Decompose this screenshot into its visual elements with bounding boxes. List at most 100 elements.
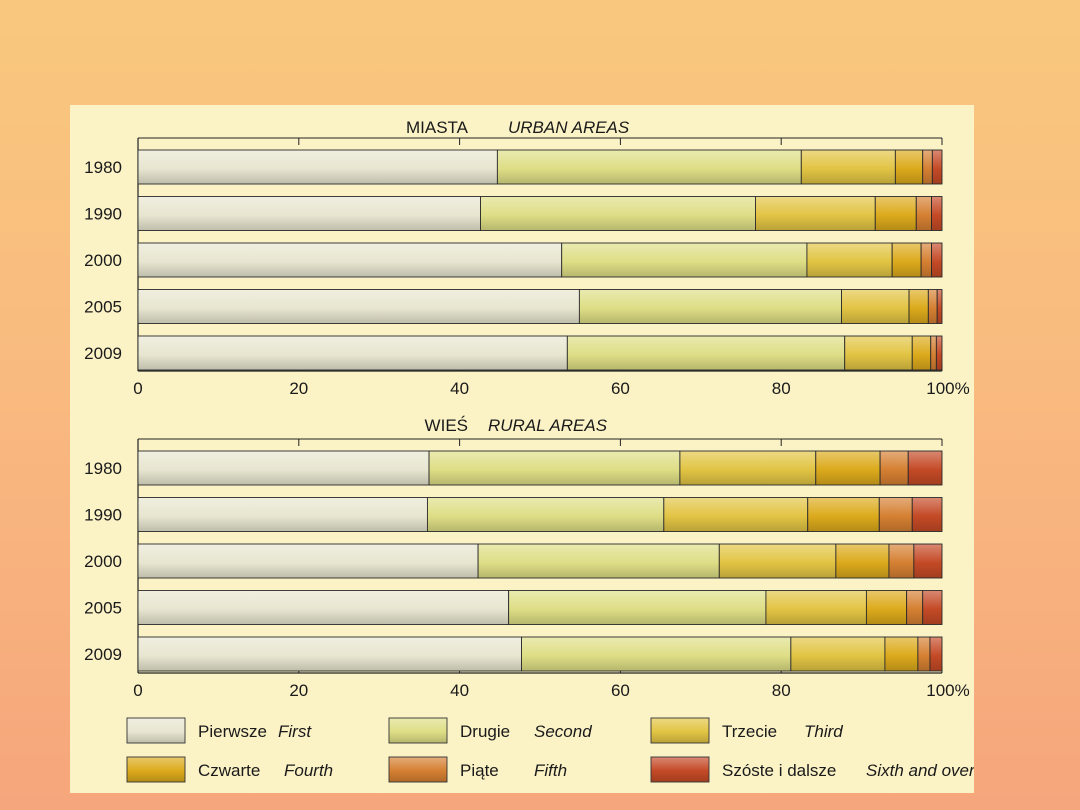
bar-segment-third	[841, 289, 910, 324]
bar-segment-fifth	[930, 335, 937, 371]
bar-segment-fourth	[874, 196, 917, 231]
bar-segment-sixth-and-over	[922, 590, 943, 625]
legend-label-pl: Trzecie	[722, 722, 777, 741]
bar-segment-third	[755, 196, 876, 231]
legend-label-en: Fifth	[534, 761, 567, 780]
legend-swatch-third	[650, 717, 710, 744]
bar-segment-third	[844, 335, 913, 371]
bar-segment-fourth	[815, 450, 881, 486]
bar-segment-third	[718, 543, 837, 579]
x-tick-label: 0	[133, 379, 142, 398]
bar-segment-fifth	[906, 590, 924, 625]
bar-segment-fourth	[807, 497, 880, 532]
bar-segment-second	[578, 289, 842, 324]
bar-segment-first	[137, 543, 479, 579]
bar-segment-sixth-and-over	[931, 149, 943, 185]
bar-segment-fifth	[917, 636, 931, 672]
bar-segment-sixth-and-over	[911, 497, 943, 532]
bar-segment-first	[137, 590, 510, 625]
legend-label-pl: Piąte	[460, 761, 499, 780]
bar-segment-third	[663, 497, 809, 532]
chart-panel: MIASTA URBAN AREAS 0 20 40 60 80 100% 1980 1990…	[70, 105, 974, 793]
chart-title-pl: MIASTA	[406, 118, 469, 137]
category-label: 2000	[84, 552, 122, 571]
bar-segment-second	[561, 242, 808, 278]
legend-label-en: First	[278, 722, 312, 741]
bar-segment-third	[800, 149, 896, 185]
category-label: 1980	[84, 158, 122, 177]
rural-areas-chart: WIEŚ RURAL AREAS 0 20 40 60 80 100% 1980 1990 20…	[84, 416, 970, 700]
legend-swatch-second	[388, 717, 448, 744]
legend-swatch-fourth	[126, 756, 186, 783]
legend-swatch-sixth-and-over	[650, 756, 710, 783]
chart-title-en: URBAN AREAS	[508, 118, 630, 137]
bar-segment-first	[137, 497, 428, 532]
bar-segment-first	[137, 149, 498, 185]
category-label: 2009	[84, 645, 122, 664]
bar-segment-fourth	[911, 335, 932, 371]
bar-segment-first	[137, 242, 563, 278]
bar-segment-fifth	[888, 543, 915, 579]
category-label: 2000	[84, 251, 122, 270]
bar-segment-sixth-and-over	[936, 289, 943, 324]
bar-segment-fifth	[927, 289, 938, 324]
category-label: 2009	[84, 344, 122, 363]
legend-label-pl: Czwarte	[198, 761, 260, 780]
bar-segment-fifth	[920, 242, 932, 278]
legend-label-pl: Drugie	[460, 722, 510, 741]
bar-segment-fourth	[894, 149, 924, 185]
category-label: 1980	[84, 459, 122, 478]
legend-swatch-fifth	[388, 756, 448, 783]
bar-segment-first	[137, 196, 481, 231]
x-tick-label: 100%	[926, 379, 969, 398]
bar-segment-fourth	[891, 242, 922, 278]
bar-segment-third	[806, 242, 893, 278]
bar-segment-second	[496, 149, 802, 185]
x-tick-label: 80	[772, 379, 791, 398]
category-label: 1990	[84, 205, 122, 224]
category-label: 2005	[84, 599, 122, 618]
bar-segment-fifth	[879, 450, 909, 486]
x-tick-label: 20	[289, 681, 308, 700]
bar-segment-second	[480, 196, 756, 231]
bar-segment-second	[508, 590, 767, 625]
chart-title-en: RURAL AREAS	[488, 416, 608, 435]
bar-segment-sixth-and-over	[935, 335, 943, 371]
legend-label-en: Fourth	[284, 761, 333, 780]
bar-segment-fourth	[908, 289, 929, 324]
bar-segment-third	[679, 450, 817, 486]
bar-segment-first	[137, 335, 568, 371]
bar-segment-third	[765, 590, 867, 625]
bar-segment-second	[566, 335, 846, 371]
bar-segment-first	[137, 289, 580, 324]
bar-segment-second	[428, 450, 681, 486]
legend-label-pl: Szóste i dalsze	[722, 761, 836, 780]
x-tick-label: 0	[133, 681, 142, 700]
bar-segment-fifth	[922, 149, 933, 185]
stacked-bar-chart: MIASTA URBAN AREAS 0 20 40 60 80 100% 1980 1990…	[84, 118, 974, 783]
bar-segment-fourth	[884, 636, 919, 672]
bar-segment-fifth	[915, 196, 932, 231]
bar-segment-second	[477, 543, 720, 579]
bar-segment-fourth	[865, 590, 908, 625]
legend-label-pl: Pierwsze	[198, 722, 267, 741]
legend-label-en: Third	[804, 722, 843, 741]
x-tick-label: 20	[289, 379, 308, 398]
bar-segment-sixth-and-over	[929, 636, 943, 672]
x-tick-label: 80	[772, 681, 791, 700]
legend: Pierwsze First Drugie Second Trzecie Third Czw…	[126, 717, 974, 783]
category-label: 1990	[84, 506, 122, 525]
bar-segment-second	[426, 497, 665, 532]
legend-label-en: Sixth and over	[866, 761, 974, 780]
x-tick-label: 100%	[926, 681, 969, 700]
bar-segment-fourth	[835, 543, 890, 579]
bar-segment-fifth	[878, 497, 913, 532]
bar-segment-sixth-and-over	[907, 450, 943, 486]
legend-swatch-first	[126, 717, 186, 744]
category-label: 2005	[84, 298, 122, 317]
bar-segment-sixth-and-over	[931, 196, 943, 231]
urban-areas-chart: MIASTA URBAN AREAS 0 20 40 60 80 100% 1980 1990…	[84, 118, 970, 398]
bar-segment-second	[521, 636, 792, 672]
x-tick-label: 60	[611, 379, 630, 398]
x-tick-label: 40	[450, 379, 469, 398]
